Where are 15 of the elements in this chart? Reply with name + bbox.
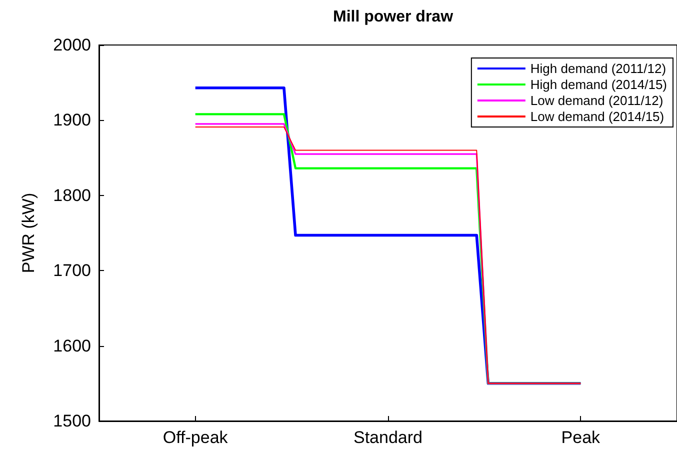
x-tick-label: Peak <box>561 428 601 447</box>
legend-label: High demand (2011/12) <box>530 61 666 76</box>
x-tick-label: Off-peak <box>162 428 228 447</box>
chart-title: Mill power draw <box>332 8 454 26</box>
y-tick-label: 1900 <box>53 110 91 130</box>
x-tick-label: Standard <box>354 428 422 447</box>
y-tick-label: 1800 <box>53 186 91 205</box>
legend-label: High demand (2014/15) <box>530 77 668 92</box>
legend-label: Low demand (2014/15) <box>530 109 664 124</box>
y-axis-title: PWR (kW) <box>19 192 38 274</box>
legend-label: Low demand (2011/12) <box>530 93 664 108</box>
y-tick-label: 1500 <box>53 412 91 430</box>
y-tick-label: 1600 <box>53 336 91 356</box>
y-tick-label: 2000 <box>53 36 91 54</box>
y-tick-label: 1700 <box>53 261 91 280</box>
